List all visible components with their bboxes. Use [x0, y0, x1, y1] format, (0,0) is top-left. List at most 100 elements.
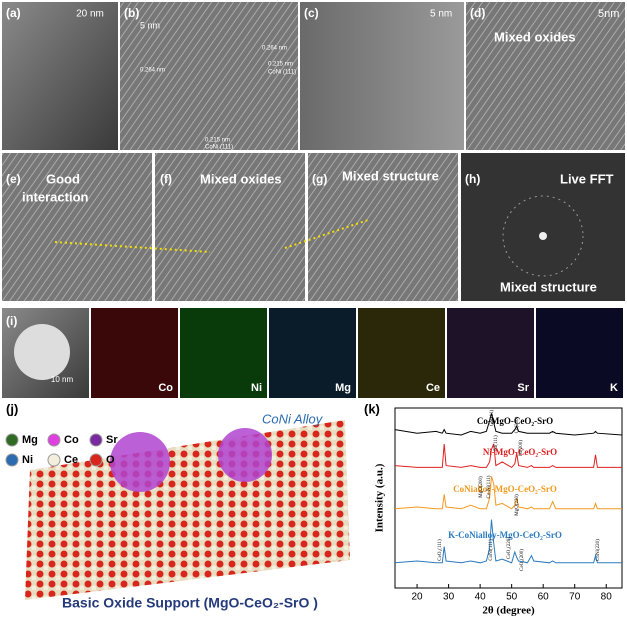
- peak-label: Co(200): [515, 416, 520, 433]
- x-tick-label: 60: [538, 592, 550, 603]
- peak-label: CeO₂(111): [438, 539, 443, 561]
- eds-tile: [91, 308, 178, 398]
- annotation: 0.264 nm: [140, 68, 165, 74]
- legend-label: O: [106, 454, 115, 466]
- tem-image: [155, 153, 305, 301]
- scale-bar: 5nm: [598, 8, 619, 20]
- panel-label: (c): [304, 6, 319, 20]
- alloy-particle: [218, 428, 272, 482]
- alloy-particle: [110, 432, 170, 492]
- tem-image: [120, 2, 298, 150]
- panel-text: Good: [46, 171, 80, 186]
- alloy-label: CoNi Alloy: [262, 411, 324, 426]
- tem-image: [2, 153, 152, 301]
- panel-text: Mixed structure: [500, 279, 597, 294]
- panel-label: (e): [6, 172, 21, 186]
- series-label: CoNialloy-MgO-CeO₂-SrO: [453, 484, 557, 494]
- eds-tile: [536, 308, 623, 398]
- xrd-line: [394, 413, 623, 436]
- peak-label: CeO₂(200): [520, 549, 525, 571]
- scale-bar: 20 nm: [76, 9, 104, 20]
- fft-ring: [502, 195, 584, 277]
- panel-label: (j): [6, 401, 18, 416]
- panel-label: (f): [160, 172, 172, 186]
- legend: Mg Co Sr Ni Ce O: [5, 433, 118, 467]
- legend-dot: [47, 433, 61, 447]
- annotation: 0.215 nm: [205, 138, 230, 144]
- peak-label: Co(111): [490, 410, 495, 427]
- element-label: K: [610, 382, 618, 394]
- annotation: CoNi (111): [268, 70, 296, 76]
- series-label: Ni-MgO-CeO₂-SrO: [483, 447, 557, 457]
- peak-label: MgO(200): [479, 476, 484, 498]
- series-label: Co-MgO-CeO₂-SrO: [477, 416, 553, 426]
- tem-image: [308, 153, 458, 301]
- annotation: 0.264 nm: [262, 46, 287, 52]
- panel-label: (k): [364, 401, 380, 416]
- eds-tile: [180, 308, 267, 398]
- peak-label: Ni(200): [519, 440, 524, 456]
- xrd-line: [394, 519, 622, 564]
- particle: [14, 324, 70, 380]
- panel-label: (h): [465, 172, 480, 186]
- xrd-line: [394, 443, 622, 469]
- fft-image: [461, 153, 625, 301]
- panel-text: Mixed oxides: [494, 29, 576, 44]
- panel-label: (d): [470, 6, 485, 20]
- tem-image: [466, 2, 625, 150]
- y-axis-label: Intensity (a.u.): [374, 463, 386, 532]
- legend-dot: [47, 453, 61, 467]
- legend-dot: [5, 453, 19, 467]
- element-label: Ni: [251, 382, 262, 394]
- panel-label: (g): [312, 172, 327, 186]
- legend-label: Sr: [106, 434, 118, 446]
- panel-label: (b): [124, 6, 139, 20]
- support-label: Basic Oxide Support (MgO-CeO₂-SrO ): [62, 595, 318, 611]
- legend-dot: [89, 453, 103, 467]
- peak-label: CeO₂(220): [507, 537, 512, 559]
- tem-image: [300, 2, 464, 150]
- legend-label: Ce: [64, 454, 78, 466]
- scale-bar: 5 nm: [430, 9, 452, 20]
- annotation: CoNi (111): [205, 145, 233, 151]
- element-label: Mg: [335, 382, 351, 394]
- scale-bar: 5 nm: [140, 20, 160, 30]
- series-label: K-CoNialloy-MgO-CeO₂-SrO: [448, 530, 562, 540]
- panel-text: interaction: [22, 189, 89, 204]
- tem-image: [2, 2, 118, 150]
- x-tick-label: 80: [601, 592, 613, 603]
- annotation: 0.215 nm: [268, 62, 293, 68]
- oxide-support: [25, 420, 350, 600]
- peak-label: Co-Ni(111): [487, 475, 492, 498]
- x-tick-label: 70: [569, 592, 581, 603]
- x-tick-label: 30: [443, 592, 455, 603]
- legend-label: Ni: [22, 454, 33, 466]
- panel-text: Mixed oxides: [200, 171, 282, 186]
- xrd-chart: (k) 20 30 40 50 60 70 80 2θ (degree) Intensity (a…: [364, 401, 623, 617]
- peak-label: MgO(220): [515, 494, 520, 516]
- panel-label: (i): [6, 314, 17, 328]
- panel-text: Live FFT: [560, 171, 614, 186]
- element-label: Ce: [426, 382, 440, 394]
- panel-label: (a): [6, 6, 21, 20]
- legend-dot: [5, 433, 19, 447]
- element-label: Sr: [517, 382, 529, 394]
- legend-label: Mg: [22, 434, 38, 446]
- x-tick-label: 20: [412, 592, 424, 603]
- eds-maps: Co Ni Mg Ce Sr K: [2, 308, 623, 398]
- peak-label: CoNi(111): [489, 539, 494, 561]
- plot-frame: [394, 407, 623, 589]
- x-tick-label: 40: [475, 592, 487, 603]
- x-tick-label: 50: [506, 592, 518, 603]
- peak-label: CoNi(220): [596, 539, 601, 561]
- x-axis-label: 2θ (degree): [482, 605, 535, 617]
- eds-tile: [358, 308, 445, 398]
- arrow: [54, 241, 211, 253]
- panel-text: Mixed structure: [342, 168, 439, 183]
- eds-tile: [269, 308, 356, 398]
- legend-dot: [89, 433, 103, 447]
- xrd-line: [394, 476, 622, 510]
- scale-bar: 10 nm: [51, 375, 74, 384]
